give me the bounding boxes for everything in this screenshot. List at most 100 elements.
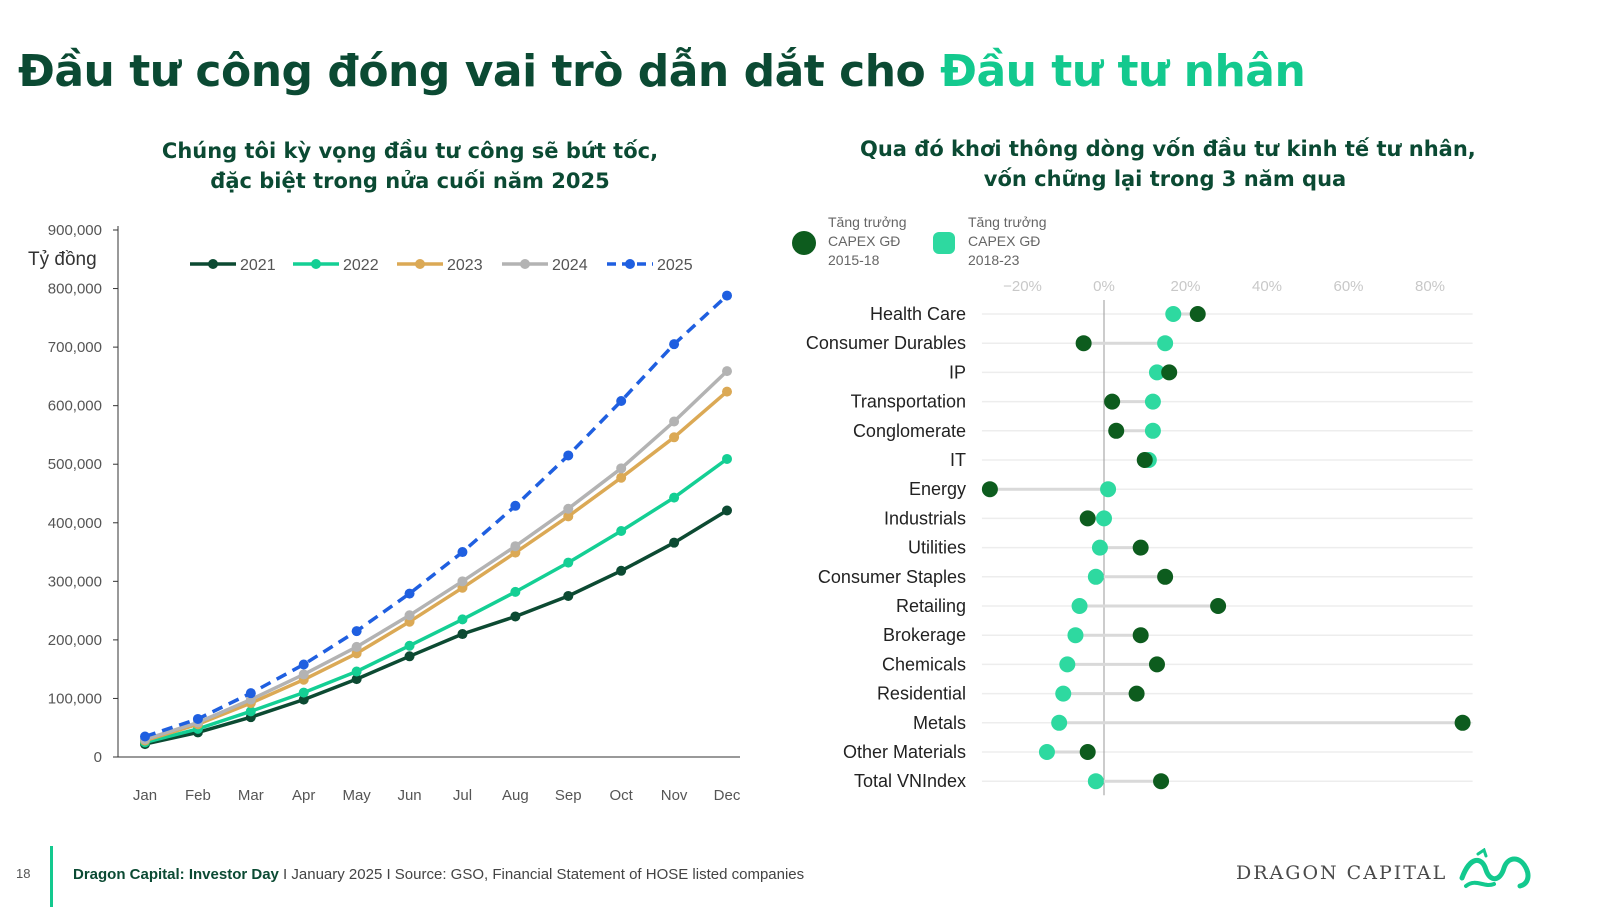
data-point-2024: [563, 503, 574, 514]
x-tick-label: −20%: [1003, 278, 1042, 295]
point-2015-18: [1075, 335, 1092, 352]
x-tick-label: Nov: [661, 787, 688, 804]
right-chart-subtitle: Qua đó khơi thông dòng vốn đầu tư kinh t…: [860, 134, 1476, 194]
point-2018-23: [1071, 598, 1088, 614]
legend-label-2024: 2024: [552, 257, 588, 274]
y-tick-label: 600,000: [48, 398, 102, 415]
point-2018-23: [1144, 422, 1161, 439]
category-label: Conglomerate: [853, 421, 966, 441]
right-subtitle-line-2: vốn chững lại trong 3 năm qua: [983, 167, 1347, 191]
data-point-2025: [245, 688, 256, 699]
y-axis-title: Tỷ đồng: [28, 249, 97, 270]
point-2018-23: [1100, 481, 1117, 498]
point-2018-23: [1059, 656, 1076, 673]
point-2015-18: [1136, 452, 1153, 468]
legend-marker-2024: [520, 259, 530, 269]
point-2018-23: [1067, 627, 1084, 644]
y-tick-label: 900,000: [48, 222, 102, 239]
point-2015-18: [1148, 656, 1165, 673]
category-label: Other Materials: [843, 742, 966, 762]
category-label: Energy: [909, 479, 966, 499]
category-label: Residential: [877, 684, 966, 704]
legend-label-2015-18: 2015-18: [828, 252, 880, 268]
category-label: IT: [950, 450, 966, 470]
data-point-2025: [192, 713, 203, 724]
x-tick-label: Aug: [502, 787, 529, 804]
left-subtitle-line-1: Chúng tôi kỳ vọng đầu tư công sẽ bứt tốc…: [161, 139, 659, 163]
series-line-2024: [144, 369, 729, 742]
point-2015-18: [1189, 306, 1206, 322]
data-point-2021: [563, 590, 574, 601]
title-main: Đầu tư công đóng vai trò dẫn dắt cho: [18, 46, 926, 97]
y-tick-label: 500,000: [48, 456, 102, 473]
data-point-2022: [351, 666, 362, 677]
series-line-2023: [144, 390, 729, 743]
point-2018-23: [1165, 306, 1182, 322]
category-label: Retailing: [896, 596, 966, 616]
series-line-2021: [144, 509, 728, 746]
data-point-2023: [616, 472, 627, 483]
data-point-2025: [616, 395, 627, 406]
company-logo-text: DRAGON CAPITAL: [1236, 862, 1448, 884]
data-point-2024: [457, 576, 468, 587]
data-point-2024: [510, 541, 521, 552]
category-label: Transportation: [851, 392, 966, 412]
data-point-2024: [404, 610, 415, 621]
legend-label-2018-23: CAPEX GĐ: [968, 233, 1040, 249]
category-label: Health Care: [870, 304, 966, 324]
y-tick-label: 400,000: [48, 515, 102, 532]
point-2015-18: [1132, 627, 1149, 644]
data-point-2021: [404, 651, 415, 662]
category-label: Total VNIndex: [854, 771, 966, 791]
point-2015-18: [1108, 422, 1125, 439]
x-tick-label: Dec: [714, 787, 741, 804]
legend-label-2018-23: Tăng trưởng: [968, 214, 1046, 230]
legend-marker-2015-18: [792, 231, 816, 255]
data-point-2024: [722, 366, 732, 377]
series-line-2025: [144, 294, 729, 739]
data-point-2023: [563, 511, 574, 522]
point-2015-18: [981, 481, 998, 498]
data-point-2024: [669, 416, 680, 427]
x-tick-label: 40%: [1252, 278, 1282, 295]
data-point-2023: [722, 386, 732, 397]
data-point-2025: [457, 547, 468, 558]
data-point-2022: [457, 614, 468, 625]
legend-label-2018-23: 2018-23: [968, 252, 1020, 268]
data-point-2021: [669, 537, 680, 548]
category-label: Consumer Staples: [818, 567, 966, 587]
point-2015-18: [1157, 568, 1174, 585]
data-point-2025: [722, 290, 732, 301]
footer-brand: Dragon Capital: Investor Day: [73, 866, 279, 883]
point-2015-18: [1104, 393, 1121, 410]
point-2018-23: [1148, 364, 1165, 381]
data-point-2021: [351, 674, 362, 685]
category-label: Utilities: [908, 538, 966, 558]
footer-source: Dragon Capital: Investor Day I January 2…: [73, 866, 804, 883]
data-point-2021: [457, 629, 468, 640]
y-tick-label: 800,000: [48, 281, 102, 298]
page-number: 18: [16, 866, 31, 881]
legend-label-2023: 2023: [447, 257, 483, 274]
data-point-2022: [298, 687, 309, 698]
category-label: Industrials: [884, 508, 966, 528]
data-point-2024: [351, 641, 362, 652]
footer-divider: [50, 846, 53, 907]
point-2015-18: [1210, 598, 1227, 614]
data-point-2025: [563, 450, 574, 461]
left-chart-subtitle: Chúng tôi kỳ vọng đầu tư công sẽ bứt tốc…: [150, 136, 670, 196]
category-label: Brokerage: [883, 625, 966, 645]
legend-marker-2018-23: [933, 232, 955, 254]
data-point-2025: [669, 339, 680, 350]
point-2018-23: [1091, 539, 1108, 556]
data-point-2025: [510, 500, 521, 511]
y-tick-label: 700,000: [48, 339, 102, 356]
data-point-2025: [404, 588, 415, 599]
x-tick-label: May: [342, 787, 371, 804]
legend-label-2025: 2025: [657, 257, 693, 274]
legend-label-2015-18: CAPEX GĐ: [828, 233, 900, 249]
point-2018-23: [1087, 773, 1104, 790]
data-point-2022: [616, 525, 627, 536]
